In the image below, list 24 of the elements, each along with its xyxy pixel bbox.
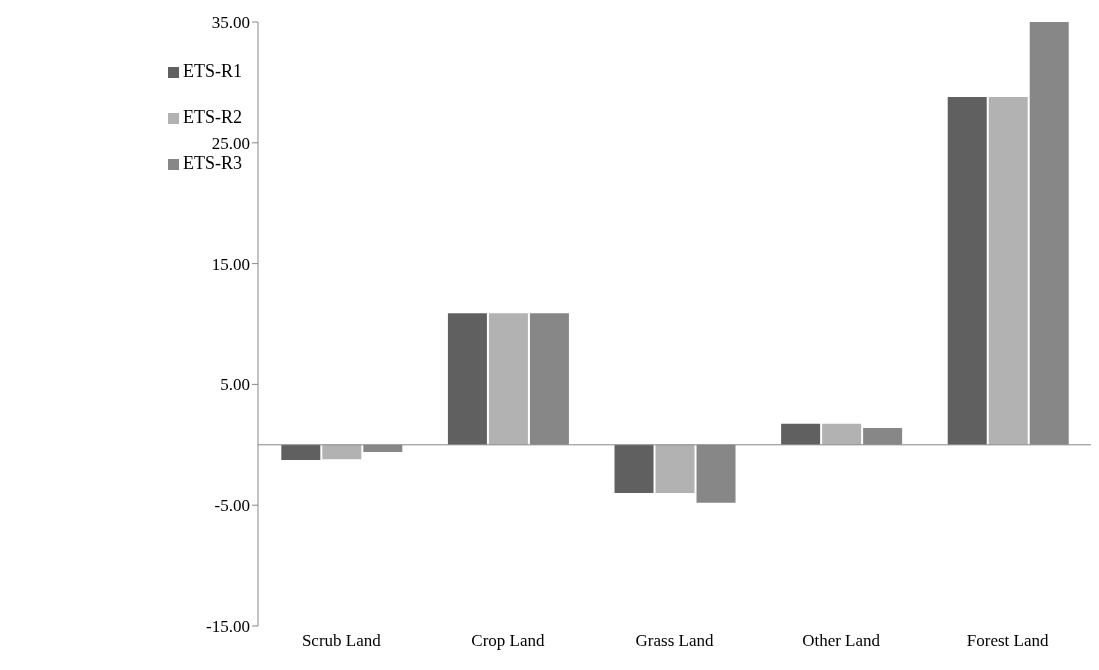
bar — [655, 444, 695, 494]
bar — [781, 423, 821, 445]
y-tick-label: 25.00 — [211, 133, 250, 153]
bar — [822, 423, 862, 445]
bar — [488, 313, 528, 445]
legend-label: ETS-R1 — [183, 61, 243, 81]
bar — [447, 313, 487, 445]
bar — [988, 96, 1028, 445]
y-tick-label: 15.00 — [211, 254, 250, 274]
y-tick-label: -5.00 — [214, 496, 250, 516]
y-tick-label: 5.00 — [220, 375, 250, 395]
bar — [281, 444, 321, 460]
legend-label: ETS-R2 — [183, 107, 243, 127]
y-tick-label: 35.00 — [211, 13, 250, 33]
bar — [947, 96, 987, 445]
x-tick-label: Scrub Land — [301, 631, 382, 651]
x-tick-label: Other Land — [802, 631, 881, 651]
bar — [322, 444, 362, 460]
x-tick-label: Crop Land — [471, 631, 545, 651]
legend-label: ETS-R3 — [183, 153, 243, 173]
y-tick-label: -15.00 — [206, 617, 250, 637]
x-tick-label: Forest Land — [966, 631, 1050, 651]
bar — [614, 444, 654, 494]
x-tick-label: Grass Land — [635, 631, 714, 651]
